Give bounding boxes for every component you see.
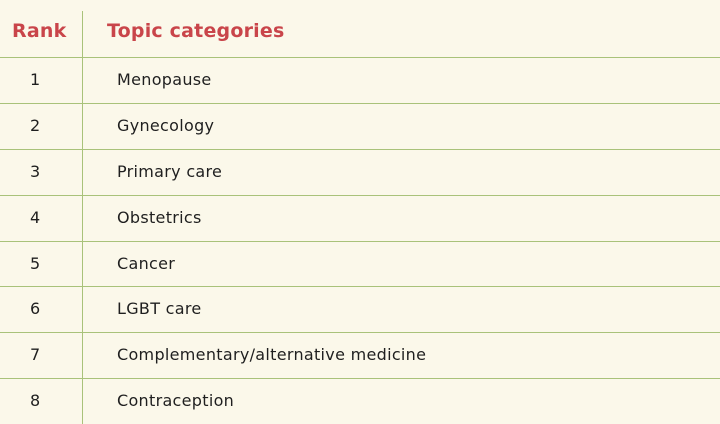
rank-column-header: Rank <box>12 20 67 42</box>
topic-cell: Gynecology <box>117 115 215 135</box>
topic-cell: Cancer <box>117 253 176 273</box>
rank-cell: 2 <box>30 115 41 135</box>
topic-cell: Obstetrics <box>117 207 202 227</box>
column-divider <box>82 11 83 424</box>
table-row: 5 Cancer <box>0 242 720 288</box>
topic-column-header: Topic categories <box>107 20 285 42</box>
topic-cell: LGBT care <box>117 299 202 319</box>
rank-cell: 6 <box>30 299 41 319</box>
topic-cell: Menopause <box>117 70 212 89</box>
rank-cell: 5 <box>30 253 41 273</box>
table-body: 1 Menopause 2 Gynecology 3 Primary care … <box>0 58 720 424</box>
topic-cell: Complementary/alternative medicine <box>117 345 427 365</box>
table-row: 2 Gynecology <box>0 104 720 150</box>
rank-cell: 8 <box>30 391 41 411</box>
table-row: 1 Menopause <box>0 58 720 104</box>
table-row: 6 LGBT care <box>0 287 720 334</box>
rank-cell: 4 <box>30 207 41 227</box>
table-row: 4 Obstetrics <box>0 196 720 242</box>
topic-cell: Contraception <box>117 391 235 411</box>
rank-cell: 3 <box>30 161 41 181</box>
table-row: 3 Primary care <box>0 150 720 196</box>
rank-cell: 7 <box>30 345 41 365</box>
table-header: Rank Topic categories <box>0 0 720 58</box>
rank-cell: 1 <box>30 70 41 89</box>
table-row: 7 Complementary/alternative medicine <box>0 333 720 380</box>
table-row: 8 Contraception <box>0 379 720 424</box>
topic-cell: Primary care <box>117 161 223 181</box>
